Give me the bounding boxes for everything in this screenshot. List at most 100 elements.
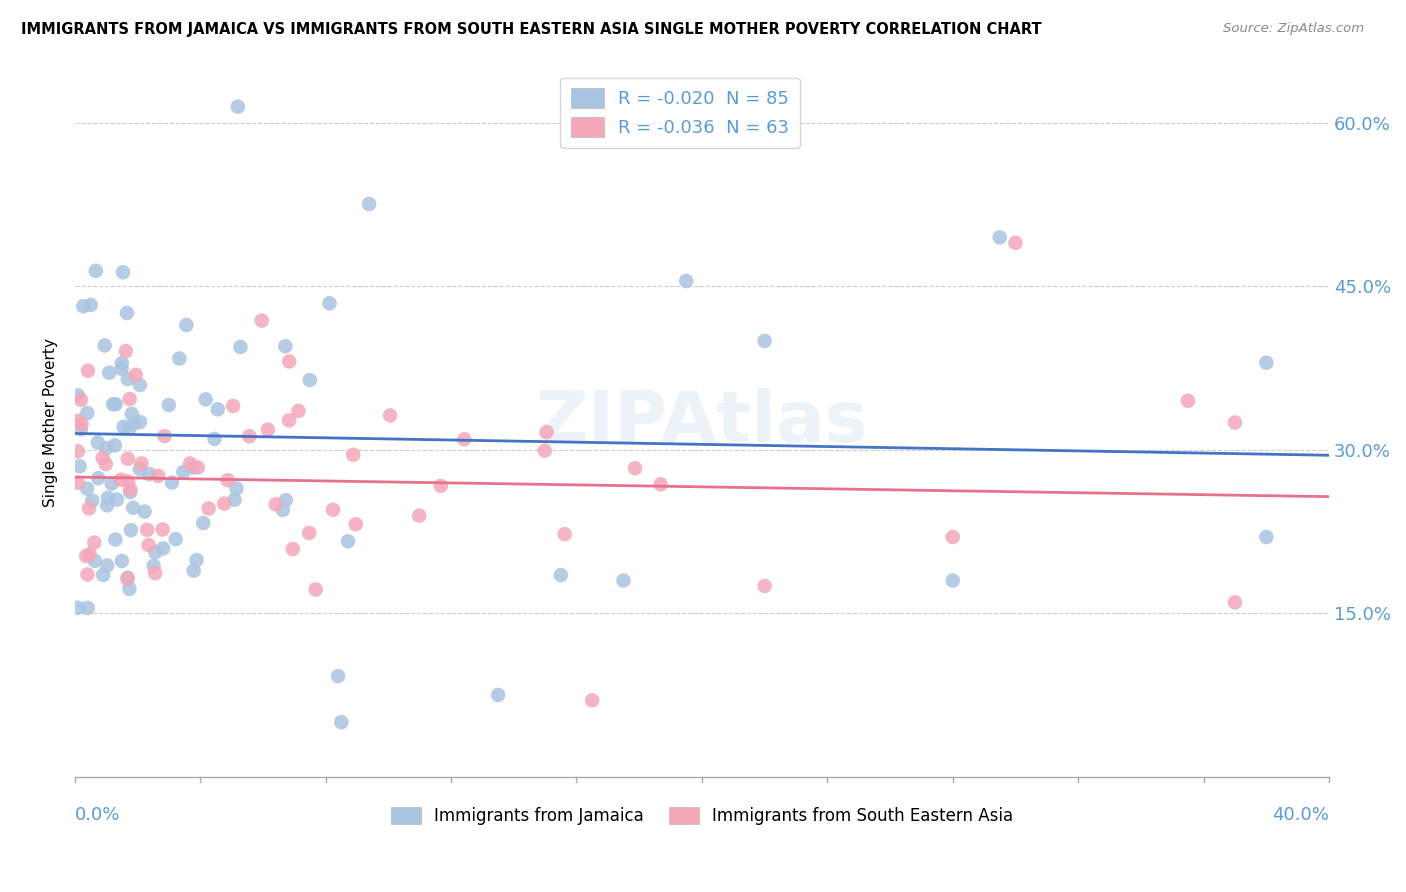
Point xyxy=(250,313,273,327)
Point xyxy=(143,545,166,559)
Point xyxy=(96,441,118,455)
Point xyxy=(66,414,89,428)
Point xyxy=(152,541,174,556)
Point xyxy=(298,373,321,387)
Point xyxy=(66,444,89,458)
Point xyxy=(1177,393,1199,408)
Point xyxy=(82,493,104,508)
Point xyxy=(287,404,309,418)
Point xyxy=(271,503,294,517)
Point xyxy=(429,479,451,493)
Point xyxy=(378,409,401,423)
Point xyxy=(121,407,143,421)
Point xyxy=(225,482,247,496)
Point xyxy=(69,422,91,436)
Point xyxy=(120,483,142,497)
Point xyxy=(554,527,576,541)
Point xyxy=(624,461,647,475)
Point xyxy=(675,274,697,288)
Point xyxy=(117,475,139,489)
Point xyxy=(129,415,152,429)
Point xyxy=(229,340,252,354)
Point xyxy=(278,413,301,427)
Point xyxy=(172,465,194,479)
Point xyxy=(612,574,634,588)
Point xyxy=(104,397,127,411)
Point xyxy=(193,516,215,530)
Point xyxy=(134,505,156,519)
Point xyxy=(77,364,100,378)
Point xyxy=(322,502,344,516)
Point xyxy=(110,473,132,487)
Point xyxy=(326,669,349,683)
Point xyxy=(486,688,509,702)
Legend: R = -0.020  N = 85, R = -0.036  N = 63: R = -0.020 N = 85, R = -0.036 N = 63 xyxy=(561,78,800,148)
Point xyxy=(87,435,110,450)
Point xyxy=(357,197,380,211)
Point xyxy=(128,462,150,476)
Point xyxy=(160,475,183,490)
Point xyxy=(318,296,340,310)
Point xyxy=(342,448,364,462)
Point xyxy=(581,693,603,707)
Point xyxy=(93,338,115,352)
Point xyxy=(453,433,475,447)
Point xyxy=(83,535,105,549)
Point xyxy=(111,265,134,279)
Point xyxy=(112,419,135,434)
Point xyxy=(298,525,321,540)
Point xyxy=(120,485,142,500)
Point xyxy=(344,517,367,532)
Point xyxy=(79,547,101,561)
Point xyxy=(536,425,558,439)
Point xyxy=(754,579,776,593)
Point xyxy=(165,532,187,546)
Point xyxy=(550,568,572,582)
Point xyxy=(128,378,150,392)
Point xyxy=(142,558,165,573)
Point xyxy=(79,298,101,312)
Point xyxy=(91,568,114,582)
Point xyxy=(76,406,98,420)
Point xyxy=(336,534,359,549)
Point xyxy=(98,366,121,380)
Point xyxy=(97,491,120,505)
Point xyxy=(1004,235,1026,250)
Point xyxy=(217,473,239,487)
Point xyxy=(125,368,148,382)
Point xyxy=(194,392,217,407)
Point xyxy=(408,508,430,523)
Point xyxy=(136,523,159,537)
Point xyxy=(157,398,180,412)
Point xyxy=(138,538,160,552)
Point xyxy=(96,498,118,512)
Point xyxy=(169,351,191,366)
Point xyxy=(111,554,134,568)
Point xyxy=(533,443,555,458)
Point xyxy=(87,471,110,485)
Text: 0.0%: 0.0% xyxy=(75,806,120,824)
Point xyxy=(91,450,114,465)
Point xyxy=(278,354,301,368)
Point xyxy=(118,582,141,596)
Point xyxy=(122,500,145,515)
Point xyxy=(76,567,98,582)
Point xyxy=(226,100,249,114)
Point xyxy=(754,334,776,348)
Point xyxy=(274,493,297,508)
Point xyxy=(1256,530,1278,544)
Point xyxy=(100,476,122,491)
Point xyxy=(183,460,205,475)
Point xyxy=(115,344,138,359)
Point xyxy=(650,477,672,491)
Point xyxy=(104,533,127,547)
Point xyxy=(96,558,118,573)
Point xyxy=(110,362,132,376)
Point xyxy=(76,601,98,615)
Y-axis label: Single Mother Poverty: Single Mother Poverty xyxy=(44,338,58,507)
Point xyxy=(224,492,246,507)
Point xyxy=(131,457,153,471)
Point xyxy=(256,423,278,437)
Point xyxy=(66,388,89,402)
Point xyxy=(138,467,160,481)
